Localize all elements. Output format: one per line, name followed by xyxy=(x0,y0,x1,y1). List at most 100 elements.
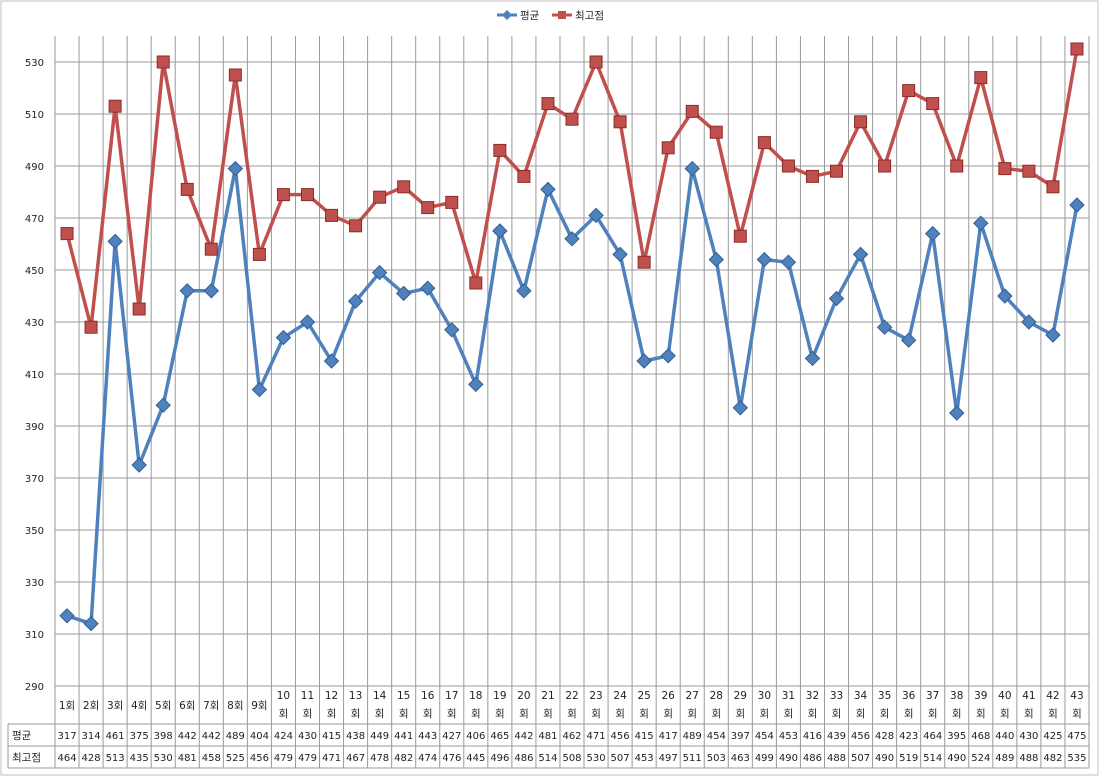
data-point xyxy=(397,180,411,194)
data-point xyxy=(155,397,171,413)
table-cell: 525 xyxy=(226,753,245,764)
data-point xyxy=(180,182,194,196)
x-tick-label: 33 회 xyxy=(830,690,843,720)
x-tick-label: 3회 xyxy=(107,700,123,712)
table-cell: 423 xyxy=(899,731,918,742)
table-cell: 507 xyxy=(851,753,870,764)
data-point xyxy=(660,348,676,364)
data-point xyxy=(828,290,845,307)
table-cell: 490 xyxy=(947,753,966,764)
x-tick-label: 25 회 xyxy=(637,690,650,720)
table-cell: 463 xyxy=(731,753,750,764)
table-cell: 511 xyxy=(683,753,702,764)
data-point xyxy=(251,381,268,398)
data-point xyxy=(107,233,123,250)
x-tick-label: 29 회 xyxy=(734,690,747,720)
y-tick-label: 450 xyxy=(25,266,44,277)
x-tick-label: 14 회 xyxy=(373,690,387,720)
table-cell: 508 xyxy=(562,753,581,764)
data-point xyxy=(395,285,412,302)
data-point xyxy=(228,68,242,82)
data-point xyxy=(84,320,98,334)
x-tick-label: 9회 xyxy=(251,700,267,712)
data-point xyxy=(998,162,1012,176)
data-point xyxy=(156,55,170,69)
data-point xyxy=(878,159,892,173)
data-point xyxy=(588,207,604,224)
x-tick-label: 16 회 xyxy=(421,690,435,720)
data-point xyxy=(876,319,893,335)
table-cell: 375 xyxy=(130,731,149,742)
data-point xyxy=(949,405,965,421)
table-cell: 464 xyxy=(57,753,76,764)
table-cell: 478 xyxy=(370,753,389,764)
data-point xyxy=(852,246,869,263)
data-point xyxy=(60,227,74,241)
data-point xyxy=(973,215,989,231)
table-cell: 417 xyxy=(659,731,678,742)
data-point xyxy=(108,99,122,113)
data-point xyxy=(708,251,724,268)
data-point xyxy=(564,231,580,247)
table-cell: 524 xyxy=(971,753,990,764)
data-point xyxy=(780,254,797,270)
data-point xyxy=(1022,164,1036,178)
table-cell: 489 xyxy=(226,731,245,742)
table-cell: 454 xyxy=(707,731,726,742)
x-tick-label: 40 회 xyxy=(998,690,1011,720)
y-tick-label: 350 xyxy=(25,526,44,537)
x-tick-label: 23 회 xyxy=(589,690,602,720)
data-point xyxy=(589,55,603,69)
x-tick-label: 36 회 xyxy=(902,690,916,720)
table-cell: 430 xyxy=(1019,731,1038,742)
data-point xyxy=(276,188,290,202)
table-cell: 497 xyxy=(659,753,678,764)
table-cell: 490 xyxy=(779,753,798,764)
y-tick-label: 330 xyxy=(25,578,44,589)
table-cell: 428 xyxy=(82,753,101,764)
data-point xyxy=(468,376,484,393)
table-cell: 530 xyxy=(154,753,173,764)
x-tick-label: 42 회 xyxy=(1046,690,1059,720)
data-point xyxy=(781,159,795,173)
x-tick-label: 2회 xyxy=(83,700,99,712)
table-cell: 486 xyxy=(514,753,533,764)
table-cell: 398 xyxy=(154,731,173,742)
table-cell: 488 xyxy=(1019,753,1038,764)
table-cell: 453 xyxy=(779,731,798,742)
data-point xyxy=(421,201,435,215)
table-cell: 514 xyxy=(538,753,557,764)
x-tick-label: 27 회 xyxy=(686,690,699,720)
table-cell: 481 xyxy=(178,753,197,764)
data-point xyxy=(83,615,99,632)
data-point xyxy=(371,264,388,281)
table-cell: 428 xyxy=(875,731,894,742)
table-cell: 475 xyxy=(1067,731,1086,742)
x-tick-label: 4회 xyxy=(131,700,147,712)
x-tick-label: 19 회 xyxy=(493,690,506,720)
data-point xyxy=(924,225,941,242)
data-point xyxy=(493,143,507,157)
data-point xyxy=(709,125,723,139)
x-tick-label: 34 회 xyxy=(854,690,868,720)
series-line-2 xyxy=(65,48,1079,329)
table-cell: 442 xyxy=(514,731,533,742)
x-tick-label: 39 회 xyxy=(974,690,987,720)
x-tick-label: 10 회 xyxy=(277,690,290,720)
table-cell: 397 xyxy=(731,731,750,742)
data-point xyxy=(757,136,771,150)
table-cell: 415 xyxy=(322,731,341,742)
legend-label: 최고점 xyxy=(575,10,604,22)
table-cell: 443 xyxy=(418,731,437,742)
x-tick-label: 32 회 xyxy=(806,690,819,720)
table-cell: 499 xyxy=(755,753,774,764)
table-cell: 406 xyxy=(466,731,485,742)
table-cell: 465 xyxy=(490,731,509,742)
table-cell: 513 xyxy=(106,753,125,764)
table-cell: 479 xyxy=(274,753,293,764)
data-point xyxy=(902,84,916,98)
x-tick-label: 35 회 xyxy=(878,690,891,720)
data-point xyxy=(830,164,844,178)
y-tick-label: 290 xyxy=(25,682,44,693)
